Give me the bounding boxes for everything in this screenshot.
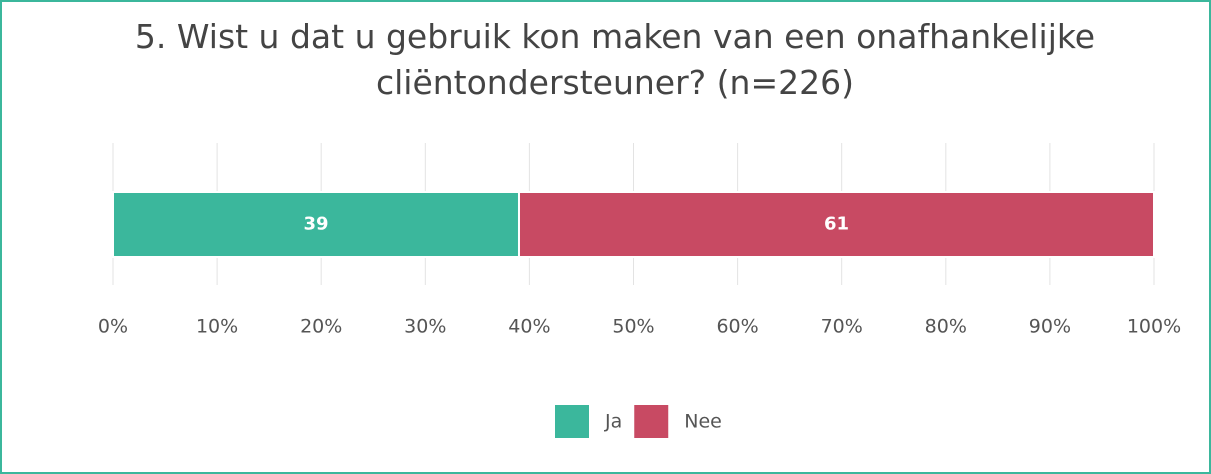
legend-label: Ja [604,411,622,433]
x-tick-label: 50% [612,316,654,338]
x-tick-label: 100% [1127,316,1181,338]
legend-label: Nee [684,411,722,433]
legend-swatch [555,405,589,438]
data-label: 39 [303,214,328,235]
x-tick-label: 20% [300,316,342,338]
x-tick-label: 60% [716,316,758,338]
legend-swatch [634,405,669,438]
chart: 0% 10% 20% 30% 40% 50% 60% 70% 80% 90% 100% 39 61 Ja N… [98,143,1181,438]
x-tick-label: 40% [508,316,550,338]
data-label: 61 [824,214,849,235]
x-tick-label: 10% [196,316,238,338]
bar-segment [517,191,1155,258]
chart-title: 5. Wist u dat u gebruik kon maken van ee… [134,17,1096,102]
x-tick-label: 70% [821,316,863,338]
x-tick-label: 80% [925,316,967,338]
x-tick-label: 30% [404,316,446,338]
x-tick-label: 0% [98,316,128,338]
x-tick-label: 90% [1029,316,1071,338]
